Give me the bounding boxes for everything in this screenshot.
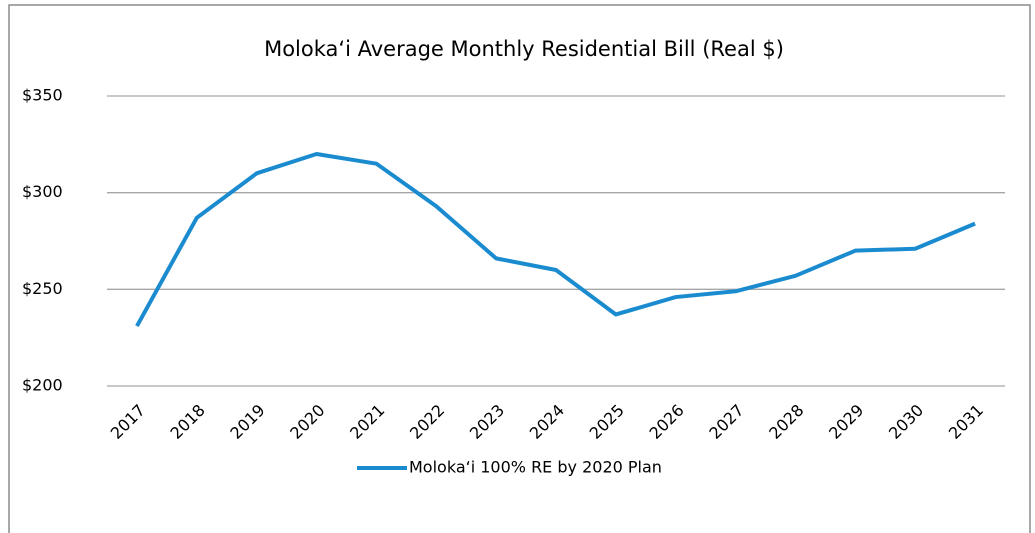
y-tick-label: $350 xyxy=(22,86,63,105)
chart-title: Moloka‘i Average Monthly Residential Bil… xyxy=(264,37,784,61)
y-tick-label: $300 xyxy=(22,182,63,201)
line-series xyxy=(135,152,976,328)
chart-border xyxy=(8,4,1031,533)
y-tick-label: $200 xyxy=(22,376,63,395)
legend-label: Moloka‘i 100% RE by 2020 Plan xyxy=(409,458,662,477)
y-tick-label: $250 xyxy=(22,279,63,298)
